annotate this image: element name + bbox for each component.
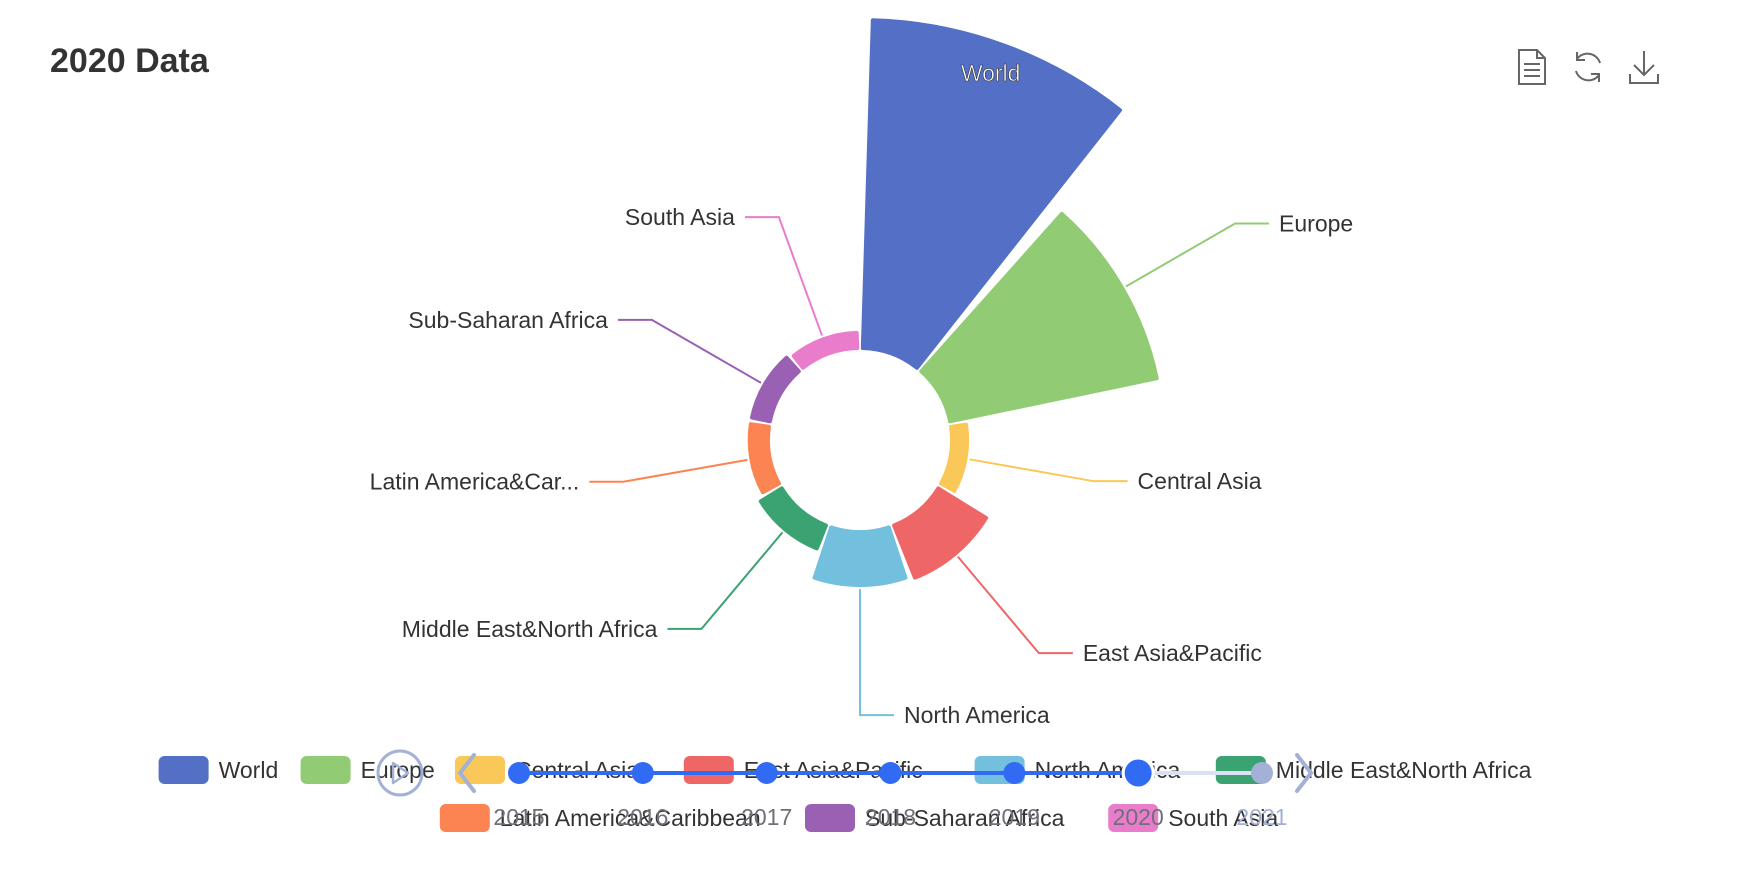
legend-swatch [158, 756, 209, 784]
timeline-dot [1251, 762, 1273, 784]
slice-south-asia[interactable] [791, 330, 860, 370]
legend-label: North America [1035, 757, 1181, 783]
slice-label-europe: Europe [1279, 210, 1353, 236]
timeline: 2015 2016 2017 2018 2019 2020 2021 [376, 749, 1314, 830]
legend-swatch [439, 804, 490, 832]
rose-slices [747, 18, 1159, 588]
timeline-point-2021[interactable]: 2021 [1236, 762, 1288, 830]
slice-label-middle-east-and-north-africa: Middle East&North Africa [402, 616, 658, 642]
slice-central-asia[interactable] [939, 422, 970, 493]
legend-item-south-asia[interactable]: South Asia [1108, 804, 1278, 832]
legend-item-europe[interactable]: Europe [300, 756, 435, 784]
slice-label-east-asia-and-pacific: East Asia&Pacific [1083, 640, 1262, 666]
play-button[interactable] [376, 749, 424, 797]
leader-line-europe [1125, 222, 1270, 288]
leader-line-sub-saharan-africa [617, 318, 762, 384]
legend-label: Middle East&North Africa [1276, 757, 1532, 783]
timeline-year-label: 2016 [617, 804, 668, 830]
timeline-year-label: 2019 [989, 804, 1040, 830]
timeline-point-2016[interactable]: 2016 [617, 762, 668, 830]
chart-toolbox [1515, 48, 1661, 86]
legend-label: World [219, 757, 279, 783]
play-triangle [391, 761, 410, 785]
leader-line-latin-america-and-caribbean [589, 458, 748, 483]
legend-label: South Asia [1168, 805, 1278, 831]
slice-north-america[interactable] [812, 525, 908, 588]
slice-label-latin-america-and-caribbean: Latin America&Car... [370, 469, 580, 495]
timeline-point-2017[interactable]: 2017 [741, 762, 792, 830]
timeline-current-dot [1121, 756, 1155, 790]
timeline-next-icon[interactable] [1295, 753, 1314, 793]
slice-label-world: World [961, 60, 1021, 86]
legend-swatch [683, 756, 734, 784]
timeline-point-2019[interactable]: 2019 [989, 762, 1040, 830]
legend-label: Sub-Saharan Africa [865, 805, 1065, 831]
slice-label-north-america: North America [904, 702, 1050, 728]
chart-title: 2020 Data [50, 42, 209, 80]
slice-labels: World Europe Central Asia East Asia&Pacific… [370, 60, 1354, 728]
legend-swatch [300, 756, 351, 784]
data-view-icon[interactable] [1515, 48, 1549, 86]
legend-item-central-asia[interactable]: Central Asia [455, 756, 639, 784]
timeline-dot [879, 762, 902, 784]
timeline-dot [508, 762, 530, 784]
play-icon [376, 749, 424, 797]
chart-legend: World Europe Central Asia East Asia&Pacific… [158, 756, 1532, 832]
timeline-prev-icon[interactable] [457, 753, 476, 793]
slice-sub-saharan-africa[interactable] [749, 355, 801, 424]
legend-swatch [805, 804, 855, 832]
slice-label-south-asia: South Asia [625, 204, 735, 230]
legend-item-sub-saharan-africa[interactable]: Sub-Saharan Africa [805, 804, 1065, 832]
slice-east-asia-and-pacific[interactable] [892, 486, 989, 580]
legend-label: Central Asia [515, 757, 639, 783]
timeline-dot [755, 762, 778, 784]
save-image-icon[interactable] [1627, 48, 1661, 86]
timeline-year-label: 2015 [493, 804, 544, 830]
slice-world[interactable] [860, 18, 1123, 370]
timeline-point-2020[interactable]: 2020 [1113, 756, 1164, 830]
leader-line-south-asia [744, 216, 823, 336]
slice-europe[interactable] [919, 211, 1159, 424]
timeline-point-2015[interactable]: 2015 [493, 762, 545, 830]
slice-label-central-asia: Central Asia [1138, 468, 1262, 494]
timeline-year-label: 2020 [1113, 804, 1164, 830]
slice-label-sub-saharan-africa: Sub-Saharan Africa [408, 307, 608, 333]
restore-icon[interactable] [1571, 48, 1605, 86]
leader-line-north-america [859, 589, 894, 717]
leader-line-east-asia-and-pacific [957, 555, 1073, 655]
leader-line-central-asia [969, 458, 1128, 483]
legend-item-world[interactable]: World [158, 756, 279, 784]
leader-line-middle-east-and-north-africa [667, 531, 784, 630]
timeline-dot [1003, 762, 1026, 784]
legend-swatch [1108, 804, 1159, 832]
timeline-year-label: 2018 [865, 804, 916, 830]
timeline-year-label: 2021 [1236, 804, 1287, 830]
legend-item-latin-america-and-caribbean[interactable]: Latin America&Caribbean [439, 804, 761, 832]
slice-latin-america-and-caribbean[interactable] [747, 422, 781, 495]
timeline-dot [631, 762, 654, 784]
legend-label: Latin America&Caribbean [500, 805, 761, 831]
timeline-year-label: 2017 [741, 804, 792, 830]
slice-middle-east-and-north-africa[interactable] [758, 486, 828, 551]
timeline-point-2018[interactable]: 2018 [865, 762, 916, 830]
